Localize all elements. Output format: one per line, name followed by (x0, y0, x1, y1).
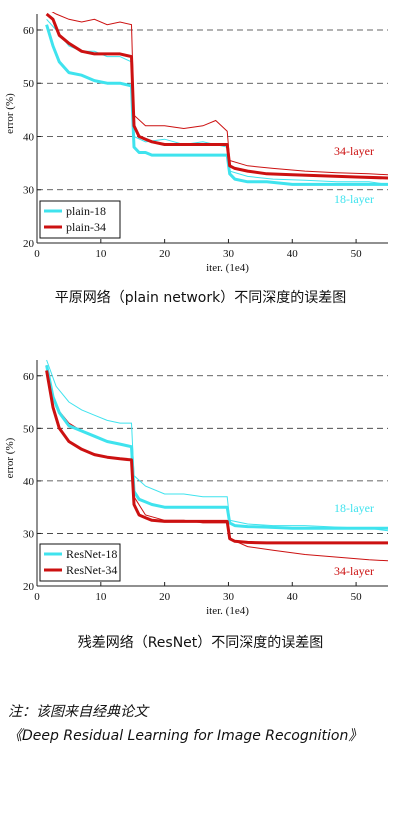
grid (37, 29, 388, 191)
legend: ResNet-18 ResNet-34 (39, 543, 121, 582)
series-resnet-18-val-line (46, 359, 388, 532)
source-note: 注：该图来自经典论文 《Deep Residual Learning for I… (8, 700, 400, 748)
x-axis-label: iter. (1e4) (206, 262, 249, 274)
series-resnet-18-train-line (45, 365, 388, 530)
source-note-line2: 《Deep Residual Learning for Image Recogn… (8, 728, 363, 744)
plain-network-caption: 平原网络（plain network）不同深度的误差图 (54, 290, 347, 306)
resnet-chart: 20 30 40 50 60 0 10 20 30 40 50 iter. (1e4) error (%… (0, 345, 401, 620)
legend-label: plain-18 (66, 204, 106, 218)
y-tick-label: 20 (23, 238, 35, 250)
x-tick-label: 20 (159, 591, 171, 603)
series-annotation: 18-layer (334, 192, 374, 206)
x-tick-label: 30 (223, 248, 235, 260)
series-annotation: 18-layer (334, 501, 374, 515)
x-tick-label: 10 (95, 248, 107, 260)
plain-network-plot: 20 30 40 50 60 0 10 20 30 40 50 iter. (1e4) error (%… (4, 12, 388, 274)
x-tick-label: 50 (351, 591, 363, 603)
y-axis-label: error (%) (4, 437, 16, 478)
x-tick-label: 0 (34, 591, 40, 603)
y-tick-label: 30 (23, 185, 35, 197)
x-axis-label: iter. (1e4) (206, 605, 249, 617)
legend-label: plain-34 (66, 220, 106, 234)
series-plain-34-train-line (45, 12, 388, 180)
x-tick-label: 0 (34, 248, 40, 260)
x-tick-label: 20 (159, 248, 171, 260)
x-tick-label: 50 (351, 248, 363, 260)
y-tick-label: 40 (23, 476, 35, 488)
y-tick-label: 50 (23, 78, 35, 90)
series-plain-34-val-line (51, 12, 388, 176)
y-tick-label: 40 (23, 131, 35, 143)
legend: plain-18 plain-34 (39, 200, 121, 239)
resnet-caption: 残差网络（ResNet）不同深度的误差图 (77, 635, 324, 651)
x-tick-label: 40 (287, 591, 299, 603)
y-tick-label: 50 (23, 423, 35, 435)
y-tick-label: 30 (23, 528, 35, 540)
legend-box (39, 200, 121, 239)
series-plain-18-val-line (46, 18, 388, 185)
y-tick-label: 60 (23, 371, 35, 383)
x-tick-label: 40 (287, 248, 299, 260)
y-tick-label: 60 (23, 25, 35, 37)
legend-label: ResNet-34 (66, 563, 117, 577)
source-note-line1: 注：该图来自经典论文 (8, 704, 148, 720)
series-plain-18-train-line (45, 24, 388, 186)
resnet-plot: 20 30 40 50 60 0 10 20 30 40 50 iter. (1e4) error (%… (4, 359, 388, 617)
x-tick-label: 30 (223, 591, 235, 603)
legend-box (39, 543, 121, 582)
series-annotation: 34-layer (334, 144, 374, 158)
series-annotation: 34-layer (334, 564, 374, 578)
grid (37, 375, 388, 534)
x-tick-label: 10 (95, 591, 107, 603)
series-resnet-34-val-line (46, 365, 388, 562)
y-axis-label: error (%) (4, 93, 16, 134)
series-resnet-34-train-line (45, 370, 388, 545)
plain-network-chart: 20 30 40 50 60 0 10 20 30 40 50 iter. (1e4) error (%… (0, 0, 401, 285)
y-tick-label: 20 (23, 581, 35, 593)
legend-label: ResNet-18 (66, 547, 117, 561)
